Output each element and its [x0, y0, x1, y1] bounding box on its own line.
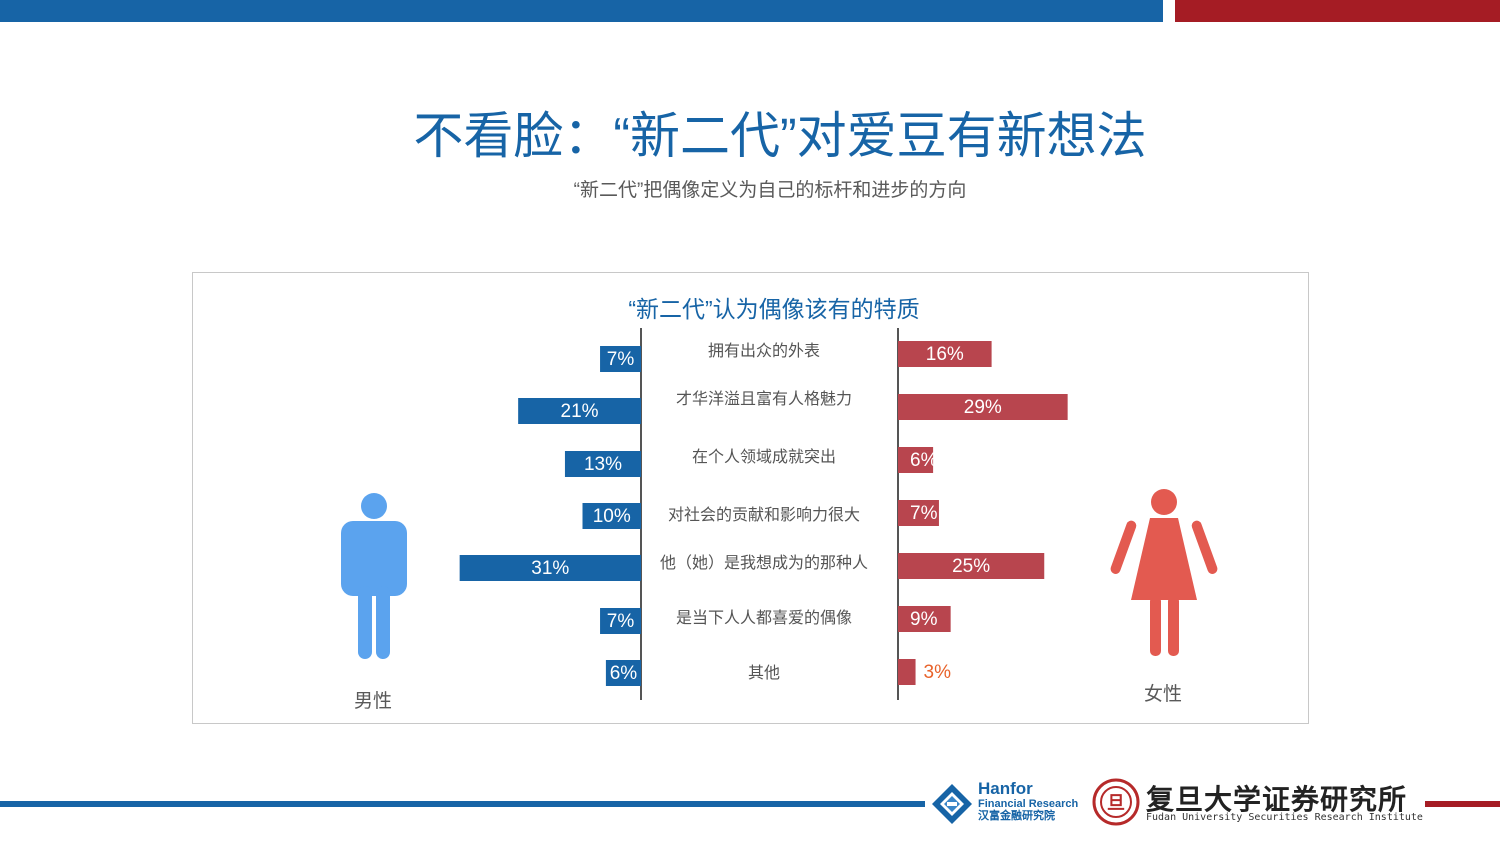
female-bar: [898, 500, 939, 526]
female-value-label: 7%: [910, 503, 938, 524]
category-label: 他（她）是我想成为的那种人: [660, 554, 868, 572]
female-bar: [898, 659, 916, 685]
hanfor-logo: Hanfor Financial Research 汉富金融研究院: [930, 780, 1090, 828]
female-value-label: 3%: [924, 662, 952, 683]
footer-line-blue: [0, 801, 925, 807]
category-label: 才华洋溢且富有人格魅力: [676, 390, 852, 408]
female-bar: [898, 606, 951, 632]
female-bar: [898, 394, 1068, 420]
fudan-seal-char: 旦: [1107, 793, 1125, 814]
male-value-label: 31%: [531, 558, 569, 579]
male-value-label: 10%: [593, 506, 631, 527]
male-value-label: 21%: [561, 401, 599, 422]
female-label: 女性: [1144, 684, 1183, 705]
female-value-label: 29%: [964, 397, 1002, 418]
male-value-label: 13%: [584, 454, 622, 475]
fudan-seal-icon: 旦: [1092, 778, 1140, 826]
male-bar: [459, 555, 641, 581]
male-bar: [605, 660, 641, 686]
male-bar: [582, 503, 641, 529]
female-bar: [898, 341, 992, 367]
category-label: 其他: [748, 664, 780, 682]
female-value-label: 6%: [910, 450, 938, 471]
chart-frame: [192, 272, 1309, 724]
footer-line-red: [1425, 801, 1500, 807]
male-label: 男性: [354, 691, 393, 712]
category-label: 在个人领域成就突出: [692, 448, 836, 466]
male-bar: [600, 608, 641, 634]
female-bar: [898, 553, 1045, 579]
fudan-chinese-name: 复旦大学证券研究所: [1146, 784, 1408, 815]
chart-title: “新二代”认为偶像该有的特质: [628, 296, 920, 322]
female-value-label: 16%: [926, 344, 964, 365]
female-figure-icon: [1110, 489, 1218, 656]
male-value-label: 7%: [607, 349, 635, 370]
fudan-logo: 旦 复旦大学证券研究所 Fudan University Securities …: [1092, 778, 1423, 826]
female-bar: [898, 447, 934, 473]
male-value-label: 7%: [607, 611, 635, 632]
hanfor-subtitle: Financial Research: [978, 798, 1079, 810]
hanfor-chinese-name: 汉富金融研究院: [978, 810, 1055, 822]
slide-subtitle: “新二代”把偶像定义为自己的标杆和进步的方向: [573, 180, 967, 201]
male-value-label: 6%: [610, 663, 638, 684]
fudan-english-name: Fudan University Securities Research Ins…: [1146, 812, 1423, 823]
female-value-label: 25%: [952, 556, 990, 577]
category-label: 对社会的贡献和影响力很大: [668, 506, 860, 524]
hanfor-name: Hanfor: [978, 779, 1033, 798]
category-label: 拥有出众的外表: [708, 342, 820, 360]
top-bar-red: [1175, 0, 1500, 22]
male-bar: [518, 398, 641, 424]
male-figure-icon: [341, 493, 407, 659]
male-bar: [600, 346, 641, 372]
category-label: 是当下人人都喜爱的偶像: [676, 609, 852, 627]
slide-title: 不看脸：“新二代”对爱豆有新想法: [413, 108, 1147, 164]
male-bar: [564, 451, 641, 477]
female-value-label: 9%: [910, 609, 938, 630]
top-bar-blue: [0, 0, 1163, 22]
hanfor-logo-icon: [932, 784, 972, 824]
